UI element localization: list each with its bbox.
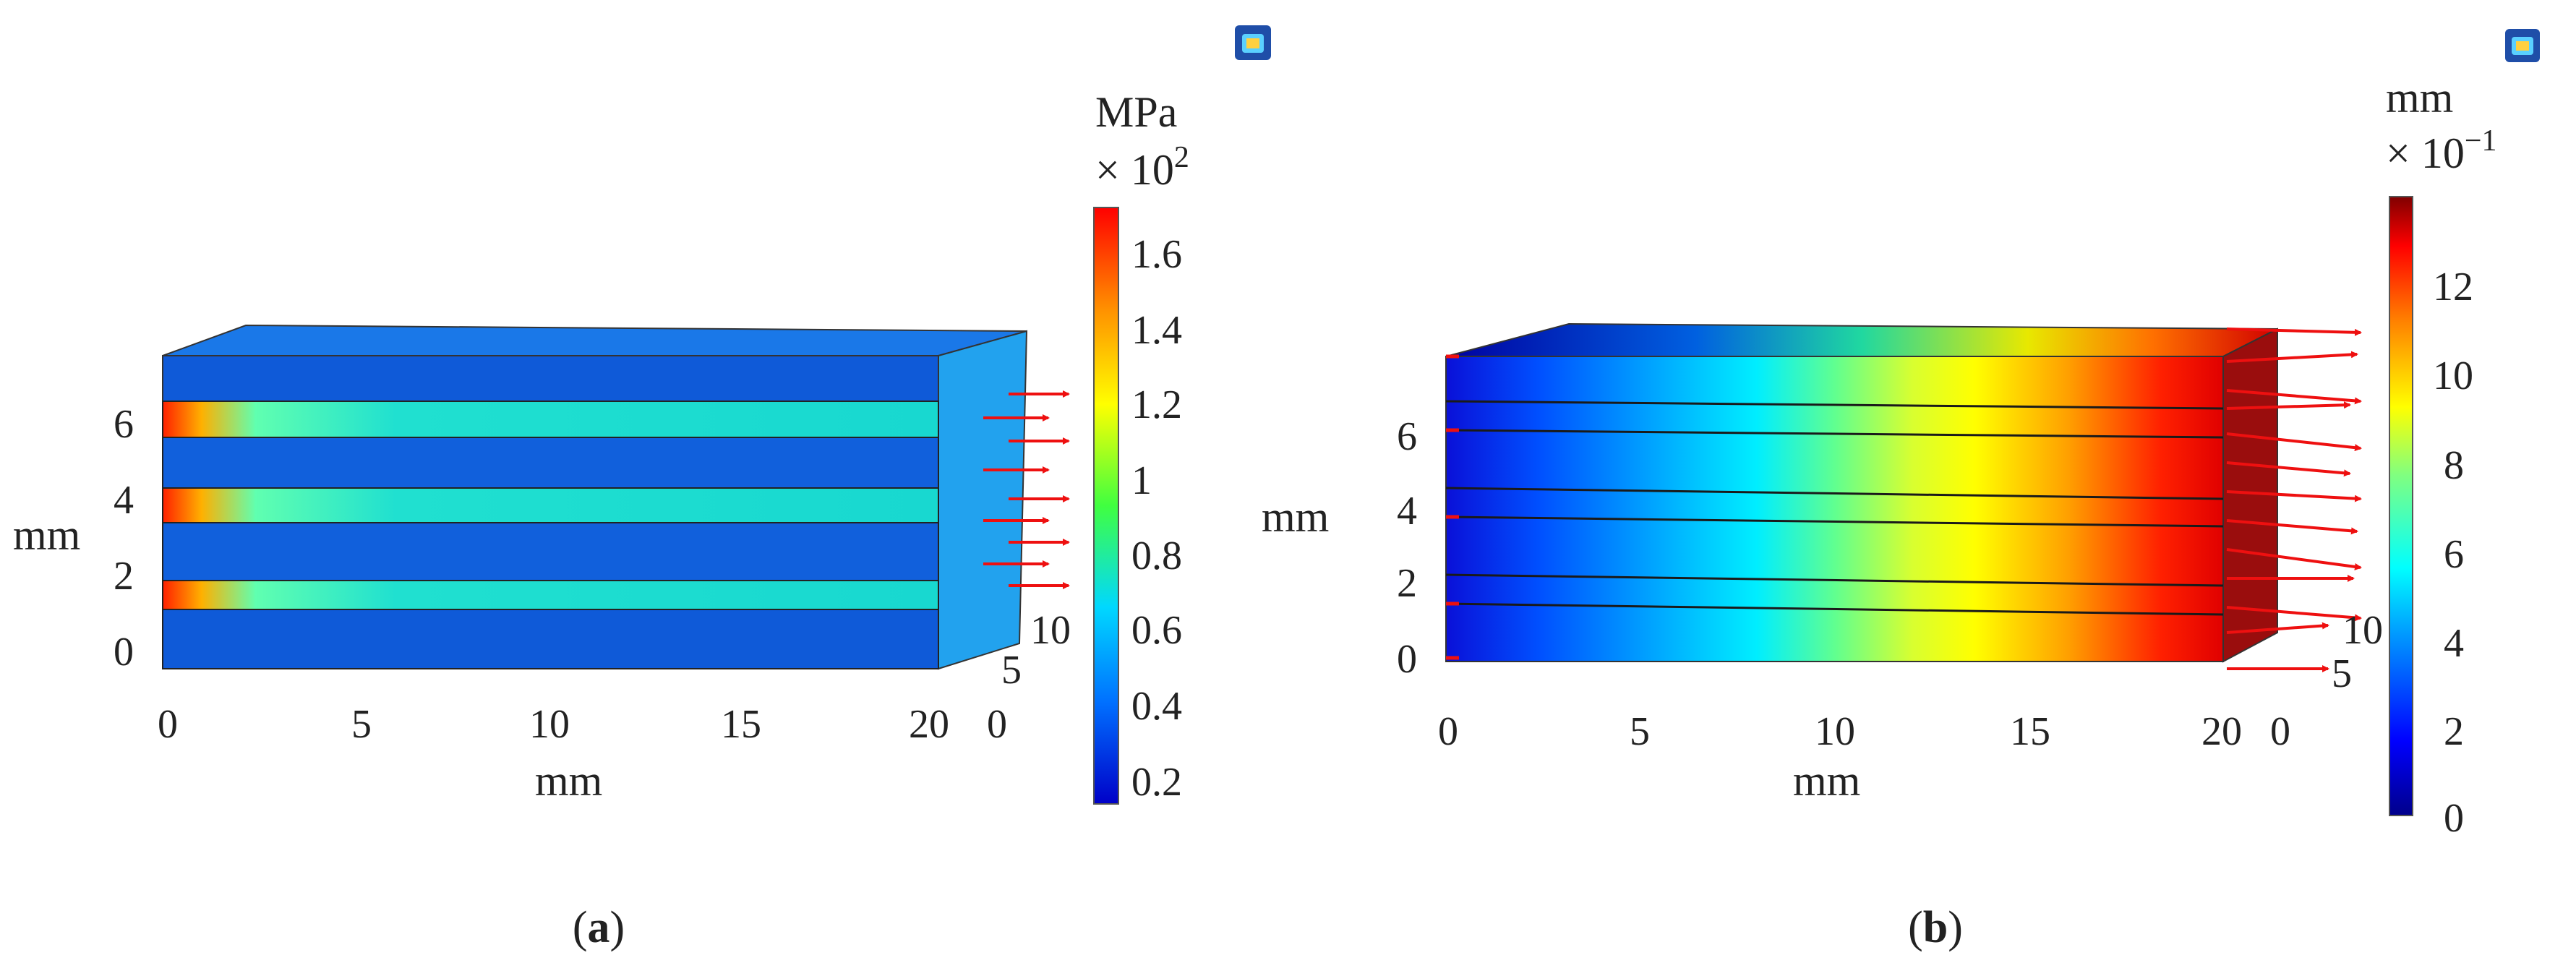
z-ticks: 10 5 0 xyxy=(987,608,1071,747)
x-tick-10: 10 xyxy=(1815,709,1855,754)
x-axis-label: mm xyxy=(535,757,602,805)
colorbar-scale: × 10−1 xyxy=(2386,124,2497,177)
z-tick-5: 5 xyxy=(1001,648,1022,693)
y-tick-2: 2 xyxy=(1397,561,1417,606)
z-tick-5: 5 xyxy=(2332,651,2352,696)
colorbar-scale: × 102 xyxy=(1095,141,1189,194)
colorbar-b: mm × 10−1 12 10 8 6 4 2 0 xyxy=(2386,74,2497,841)
colorbar-gradient xyxy=(1093,207,1119,805)
x-axis-label: mm xyxy=(1793,757,1860,805)
y-tick-6: 6 xyxy=(1397,414,1417,459)
y-ticks: 6 4 2 0 xyxy=(1397,414,1417,682)
y-tick-6: 6 xyxy=(114,402,134,447)
cb-tick-4: 4 xyxy=(2444,621,2464,666)
cb-tick-0: 0 xyxy=(2444,796,2464,841)
z-tick-0: 0 xyxy=(987,702,1007,747)
cb-tick-0.6: 0.6 xyxy=(1131,608,1182,653)
cb-tick-2: 2 xyxy=(2444,709,2464,754)
cb-tick-0.8: 0.8 xyxy=(1131,534,1182,578)
y-tick-0: 0 xyxy=(1397,637,1417,682)
colorbar-gradient xyxy=(2389,196,2413,816)
cb-tick-8: 8 xyxy=(2444,443,2464,488)
cb-tick-0.4: 0.4 xyxy=(1131,684,1182,729)
colorbar-ticks: 1.6 1.4 1.2 1 0.8 0.6 0.4 0.2 xyxy=(1131,232,1182,805)
3d-view-icon[interactable] xyxy=(2505,29,2540,62)
x-tick-20: 20 xyxy=(2201,709,2242,754)
3d-view-icon[interactable] xyxy=(1235,25,1271,60)
y-tick-0: 0 xyxy=(114,630,134,675)
cb-tick-10: 10 xyxy=(2433,354,2473,398)
cb-tick-1.2: 1.2 xyxy=(1131,382,1182,427)
z-tick-10: 10 xyxy=(1030,608,1071,653)
y-axis-label: mm xyxy=(1262,493,1329,541)
x-tick-5: 5 xyxy=(351,702,372,747)
cb-tick-1.6: 1.6 xyxy=(1131,232,1182,277)
z-tick-0: 0 xyxy=(2270,709,2290,754)
cb-tick-6: 6 xyxy=(2444,532,2464,577)
x-tick-15: 15 xyxy=(721,702,761,747)
x-ticks: 0 5 10 15 20 xyxy=(158,702,949,747)
colorbar-unit: MPa xyxy=(1095,88,1177,136)
x-tick-20: 20 xyxy=(909,702,949,747)
cb-tick-1: 1 xyxy=(1131,458,1152,503)
displacement-arrows xyxy=(2226,328,2362,672)
z-tick-10: 10 xyxy=(2342,608,2383,653)
x-tick-5: 5 xyxy=(1630,709,1650,754)
cb-tick-0.2: 0.2 xyxy=(1131,760,1182,805)
left-edge-markers xyxy=(1446,354,1459,660)
x-tick-0: 0 xyxy=(158,702,178,747)
cb-tick-1.4: 1.4 xyxy=(1131,308,1182,353)
block-top-face xyxy=(162,324,1027,356)
y-axis-label: mm xyxy=(13,511,80,559)
layer-stack xyxy=(162,401,939,669)
panel-b: mm 6 4 2 0 0 5 10 15 20 mm 10 5 0 mm xyxy=(1262,29,2540,952)
y-ticks: 6 4 2 0 xyxy=(114,402,134,675)
y-tick-4: 4 xyxy=(1397,489,1417,534)
colorbar-ticks: 12 10 8 6 4 2 0 xyxy=(2433,265,2473,841)
y-tick-4: 4 xyxy=(114,478,134,523)
x-tick-15: 15 xyxy=(2010,709,2050,754)
x-ticks: 0 5 10 15 20 xyxy=(1438,709,2242,754)
caption-b: (b) xyxy=(1908,903,1963,952)
z-ticks: 10 5 0 xyxy=(2270,608,2383,754)
colorbar-unit: mm xyxy=(2386,74,2453,121)
caption-a: (a) xyxy=(573,903,625,952)
panel-a: mm 6 4 2 0 0 5 10 15 20 mm 10 5 0 MPa xyxy=(13,25,1271,952)
load-arrows xyxy=(983,390,1070,589)
layer-lines xyxy=(1445,400,2224,616)
y-tick-2: 2 xyxy=(114,554,134,599)
x-tick-10: 10 xyxy=(529,702,570,747)
block-top-face xyxy=(1445,322,2278,357)
x-tick-0: 0 xyxy=(1438,709,1458,754)
cb-tick-12: 12 xyxy=(2433,265,2473,309)
colorbar-a: MPa × 102 1.6 1.4 1.2 1 0.8 0.6 0.4 0.2 xyxy=(1093,88,1189,805)
